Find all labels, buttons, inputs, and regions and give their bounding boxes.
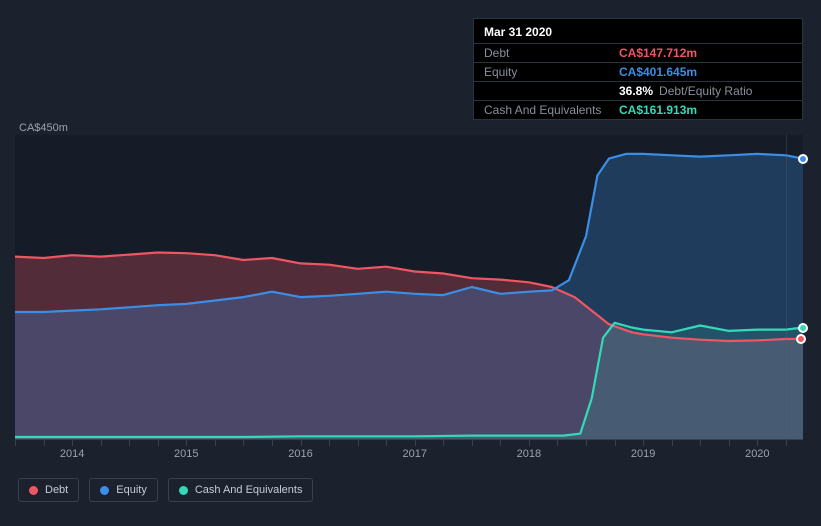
series-marker-cash (798, 323, 808, 333)
x-tick-minor (72, 440, 73, 446)
x-tick-minor (586, 440, 587, 446)
x-tick-minor (500, 440, 501, 446)
x-tick-minor (672, 440, 673, 446)
x-tick-minor (301, 440, 302, 446)
x-tick-minor (472, 440, 473, 446)
x-tick-minor (415, 440, 416, 446)
chart-hover-cursor (786, 135, 787, 439)
x-tick-minor (329, 440, 330, 446)
tooltip-date: Mar 31 2020 (474, 19, 802, 43)
x-tick-minor (529, 440, 530, 446)
tooltip-row: Cash And EquivalentsCA$161.913m (474, 100, 802, 119)
x-tick-minor (158, 440, 159, 446)
x-tick-minor (15, 440, 16, 446)
x-tick-minor (443, 440, 444, 446)
tooltip-row-label: Cash And Equivalents (484, 103, 619, 117)
x-tick-minor (358, 440, 359, 446)
tooltip-row-label: Equity (484, 65, 619, 79)
tooltip-row: DebtCA$147.712m (474, 43, 802, 62)
x-tick-minor (615, 440, 616, 446)
x-tick-label: 2017 (402, 448, 426, 460)
x-tick-minor (101, 440, 102, 446)
legend-item-equity[interactable]: Equity (89, 478, 158, 502)
legend-swatch-icon (29, 486, 38, 495)
legend-swatch-icon (179, 486, 188, 495)
x-tick-minor (757, 440, 758, 446)
tooltip-row-value: CA$161.913m (619, 103, 697, 117)
x-axis: 2014 2015 2016 2017 2018 2019 2020 (15, 439, 803, 459)
x-tick-label: 2020 (745, 448, 769, 460)
tooltip-row-value: 36.8% (619, 84, 653, 98)
x-tick-minor (129, 440, 130, 446)
x-tick-label: 2019 (631, 448, 655, 460)
tooltip-row-value: CA$401.645m (619, 65, 697, 79)
series-marker-debt (796, 334, 806, 344)
tooltip-row-value: CA$147.712m (619, 46, 697, 60)
x-tick-minor (186, 440, 187, 446)
tooltip-row: EquityCA$401.645m (474, 62, 802, 81)
x-tick-minor (729, 440, 730, 446)
x-tick-minor (272, 440, 273, 446)
chart-svg (15, 135, 803, 439)
x-tick-label: 2018 (517, 448, 541, 460)
x-tick-minor (44, 440, 45, 446)
legend-item-label: Debt (45, 484, 68, 496)
chart-container: Mar 31 2020 DebtCA$147.712mEquityCA$401.… (0, 0, 821, 526)
x-tick-label: 2014 (60, 448, 84, 460)
x-tick-label: 2016 (288, 448, 312, 460)
tooltip-rows: DebtCA$147.712mEquityCA$401.645m36.8%Deb… (474, 43, 802, 119)
x-tick-minor (386, 440, 387, 446)
legend-item-label: Equity (116, 484, 147, 496)
x-tick-minor (643, 440, 644, 446)
legend-item-cash[interactable]: Cash And Equivalents (168, 478, 314, 502)
x-tick-minor (786, 440, 787, 446)
x-tick-minor (243, 440, 244, 446)
legend-item-label: Cash And Equivalents (195, 484, 303, 496)
tooltip-row-label: Debt (484, 46, 619, 60)
chart-tooltip: Mar 31 2020 DebtCA$147.712mEquityCA$401.… (473, 18, 803, 120)
legend-item-debt[interactable]: Debt (18, 478, 79, 502)
legend-swatch-icon (100, 486, 109, 495)
x-tick-minor (700, 440, 701, 446)
chart-legend: Debt Equity Cash And Equivalents (18, 478, 313, 502)
series-marker-equity (798, 154, 808, 164)
x-tick-label: 2015 (174, 448, 198, 460)
x-tick-minor (557, 440, 558, 446)
tooltip-row-suffix: Debt/Equity Ratio (659, 84, 752, 98)
x-tick-minor (215, 440, 216, 446)
y-axis-max-label: CA$450m (19, 122, 68, 134)
tooltip-row: 36.8% Debt/Equity Ratio (474, 81, 802, 100)
